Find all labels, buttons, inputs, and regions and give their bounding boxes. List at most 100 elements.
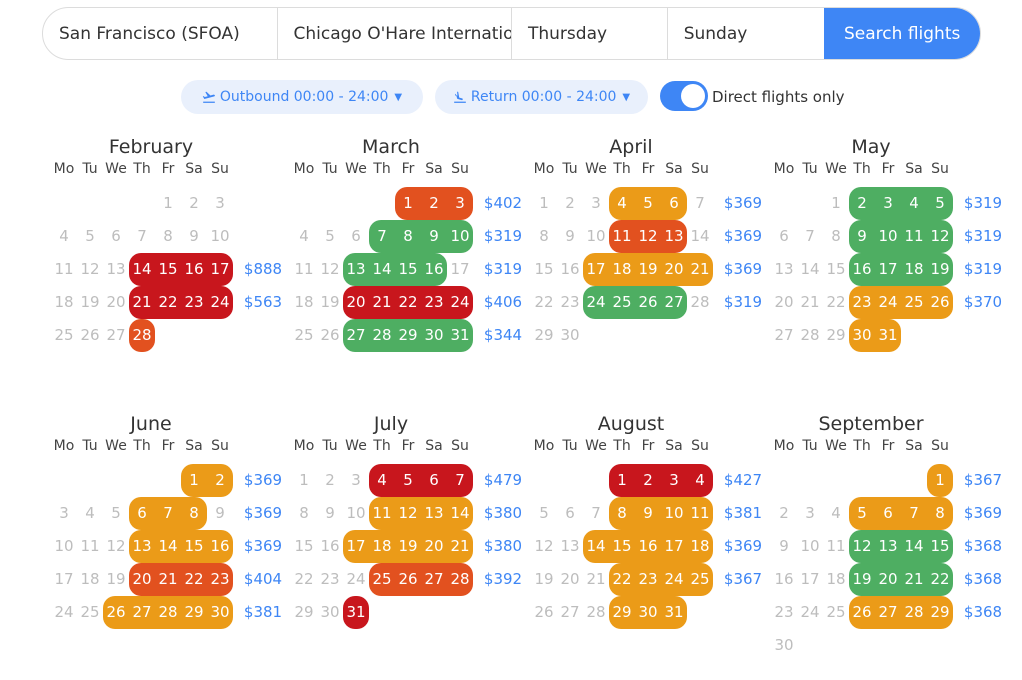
day-cell[interactable]: 8 <box>831 227 841 245</box>
day-cell[interactable]: 19 <box>320 293 340 311</box>
day-cell[interactable]: 16 <box>184 260 204 278</box>
day-cell[interactable]: 23 <box>852 293 872 311</box>
return-day-field[interactable]: Sunday <box>683 23 748 44</box>
day-cell[interactable]: 21 <box>372 293 392 311</box>
day-cell[interactable]: 1 <box>831 194 841 212</box>
day-cell[interactable]: 27 <box>560 603 580 621</box>
day-cell[interactable]: 15 <box>930 537 950 555</box>
day-cell[interactable]: 13 <box>560 537 580 555</box>
day-cell[interactable]: 28 <box>690 293 710 311</box>
day-cell[interactable]: 2 <box>189 194 199 212</box>
week-price-link[interactable]: $380 <box>483 537 523 555</box>
day-cell[interactable]: 8 <box>617 504 627 522</box>
day-cell[interactable]: 23 <box>774 603 794 621</box>
week-price-link[interactable]: $563 <box>243 293 283 311</box>
day-cell[interactable]: 17 <box>210 260 230 278</box>
day-cell[interactable]: 23 <box>560 293 580 311</box>
day-cell[interactable]: 26 <box>80 326 100 344</box>
day-cell[interactable]: 27 <box>346 326 366 344</box>
day-cell[interactable]: 6 <box>429 471 439 489</box>
day-cell[interactable]: 10 <box>800 537 820 555</box>
day-cell[interactable]: 17 <box>586 260 606 278</box>
week-price-link[interactable]: $402 <box>483 194 523 212</box>
day-cell[interactable]: 25 <box>80 603 100 621</box>
day-cell[interactable]: 22 <box>294 570 314 588</box>
day-cell[interactable]: 14 <box>132 260 152 278</box>
day-cell[interactable]: 6 <box>669 194 679 212</box>
day-cell[interactable]: 25 <box>612 293 632 311</box>
day-cell[interactable]: 14 <box>450 504 470 522</box>
day-cell[interactable]: 15 <box>184 537 204 555</box>
search-flights-button[interactable]: Search flights <box>824 8 980 59</box>
day-cell[interactable]: 13 <box>878 537 898 555</box>
day-cell[interactable]: 4 <box>299 227 309 245</box>
day-cell[interactable]: 2 <box>565 194 575 212</box>
day-cell[interactable]: 3 <box>805 504 815 522</box>
day-cell[interactable]: 17 <box>664 537 684 555</box>
day-cell[interactable]: 1 <box>299 471 309 489</box>
day-cell[interactable]: 19 <box>80 293 100 311</box>
day-cell[interactable]: 30 <box>774 636 794 654</box>
day-cell[interactable]: 27 <box>106 326 126 344</box>
day-cell[interactable]: 8 <box>189 504 199 522</box>
day-cell[interactable]: 7 <box>377 227 387 245</box>
day-cell[interactable]: 10 <box>210 227 230 245</box>
day-cell[interactable]: 29 <box>612 603 632 621</box>
day-cell[interactable]: 14 <box>586 537 606 555</box>
day-cell[interactable]: 7 <box>455 471 465 489</box>
day-cell[interactable]: 7 <box>591 504 601 522</box>
day-cell[interactable]: 22 <box>930 570 950 588</box>
day-cell[interactable]: 19 <box>398 537 418 555</box>
day-cell[interactable]: 30 <box>320 603 340 621</box>
day-cell[interactable]: 27 <box>132 603 152 621</box>
day-cell[interactable]: 18 <box>904 260 924 278</box>
day-cell[interactable]: 26 <box>638 293 658 311</box>
week-price-link[interactable]: $319 <box>723 293 763 311</box>
day-cell[interactable]: 16 <box>210 537 230 555</box>
day-cell[interactable]: 18 <box>612 260 632 278</box>
day-cell[interactable]: 26 <box>106 603 126 621</box>
destination-field[interactable]: Chicago O'Hare International <box>278 8 512 59</box>
day-cell[interactable]: 1 <box>935 471 945 489</box>
week-price-link[interactable]: $367 <box>963 471 1003 489</box>
day-cell[interactable]: 16 <box>560 260 580 278</box>
week-price-link[interactable]: $370 <box>963 293 1003 311</box>
week-price-link[interactable]: $369 <box>243 504 283 522</box>
day-cell[interactable]: 1 <box>617 471 627 489</box>
week-price-link[interactable]: $369 <box>963 504 1003 522</box>
day-cell[interactable]: 17 <box>346 537 366 555</box>
day-cell[interactable]: 18 <box>294 293 314 311</box>
day-cell[interactable]: 4 <box>695 471 705 489</box>
day-cell[interactable]: 27 <box>774 326 794 344</box>
day-cell[interactable]: 19 <box>534 570 554 588</box>
day-cell[interactable]: 9 <box>857 227 867 245</box>
day-cell[interactable]: 17 <box>450 260 470 278</box>
week-price-link[interactable]: $427 <box>723 471 763 489</box>
day-cell[interactable]: 25 <box>690 570 710 588</box>
day-cell[interactable]: 23 <box>184 293 204 311</box>
day-cell[interactable]: 11 <box>904 227 924 245</box>
day-cell[interactable]: 15 <box>294 537 314 555</box>
day-cell[interactable]: 5 <box>325 227 335 245</box>
week-price-link[interactable]: $888 <box>243 260 283 278</box>
day-cell[interactable]: 1 <box>539 194 549 212</box>
day-cell[interactable]: 8 <box>935 504 945 522</box>
day-cell[interactable]: 9 <box>643 504 653 522</box>
day-cell[interactable]: 19 <box>852 570 872 588</box>
week-price-link[interactable]: $479 <box>483 471 523 489</box>
day-cell[interactable]: 6 <box>779 227 789 245</box>
day-cell[interactable]: 14 <box>690 227 710 245</box>
day-cell[interactable]: 14 <box>904 537 924 555</box>
day-cell[interactable]: 6 <box>565 504 575 522</box>
day-cell[interactable]: 18 <box>54 293 74 311</box>
day-cell[interactable]: 22 <box>184 570 204 588</box>
day-cell[interactable]: 2 <box>429 194 439 212</box>
day-cell[interactable]: 28 <box>372 326 392 344</box>
day-cell[interactable]: 10 <box>878 227 898 245</box>
day-cell[interactable]: 10 <box>346 504 366 522</box>
day-cell[interactable]: 29 <box>398 326 418 344</box>
day-cell[interactable]: 6 <box>137 504 147 522</box>
day-cell[interactable]: 11 <box>80 537 100 555</box>
day-cell[interactable]: 28 <box>800 326 820 344</box>
day-cell[interactable]: 12 <box>106 537 126 555</box>
